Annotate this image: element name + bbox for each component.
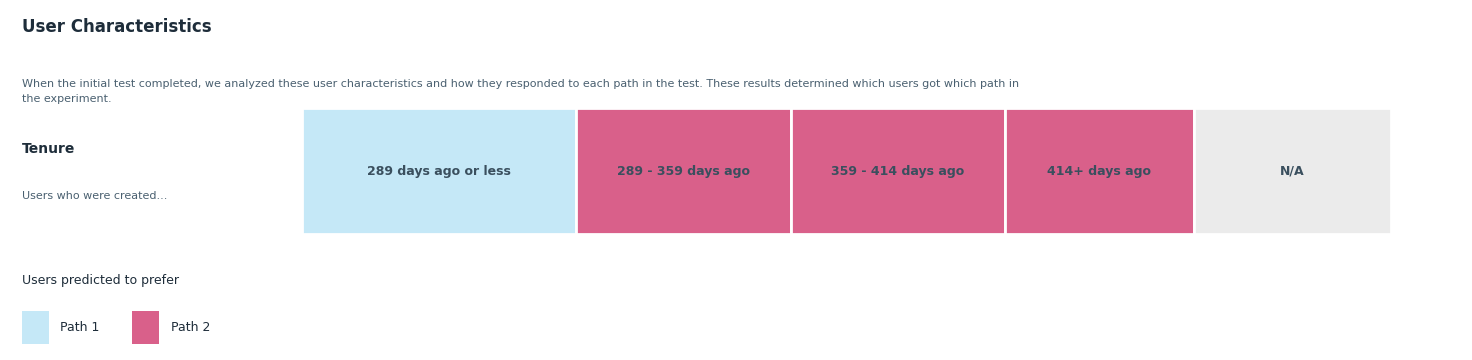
Text: Path 2: Path 2 xyxy=(171,321,210,334)
Text: 289 - 359 days ago: 289 - 359 days ago xyxy=(617,165,749,177)
FancyBboxPatch shape xyxy=(576,108,790,234)
Text: Tenure: Tenure xyxy=(22,143,75,156)
Text: When the initial test completed, we analyzed these user characteristics and how : When the initial test completed, we anal… xyxy=(22,79,1019,104)
FancyBboxPatch shape xyxy=(302,108,576,234)
FancyBboxPatch shape xyxy=(1005,108,1194,234)
Text: N/A: N/A xyxy=(1281,165,1304,177)
Text: Users who were created...: Users who were created... xyxy=(22,191,168,201)
Text: 289 days ago or less: 289 days ago or less xyxy=(367,165,511,177)
Text: Path 1: Path 1 xyxy=(60,321,100,334)
Text: 414+ days ago: 414+ days ago xyxy=(1048,165,1151,177)
Text: Users predicted to prefer: Users predicted to prefer xyxy=(22,274,180,287)
FancyBboxPatch shape xyxy=(790,108,1005,234)
FancyBboxPatch shape xyxy=(22,311,49,344)
Text: 359 - 414 days ago: 359 - 414 days ago xyxy=(832,165,964,177)
Text: User Characteristics: User Characteristics xyxy=(22,18,212,36)
FancyBboxPatch shape xyxy=(132,311,159,344)
FancyBboxPatch shape xyxy=(1194,108,1391,234)
